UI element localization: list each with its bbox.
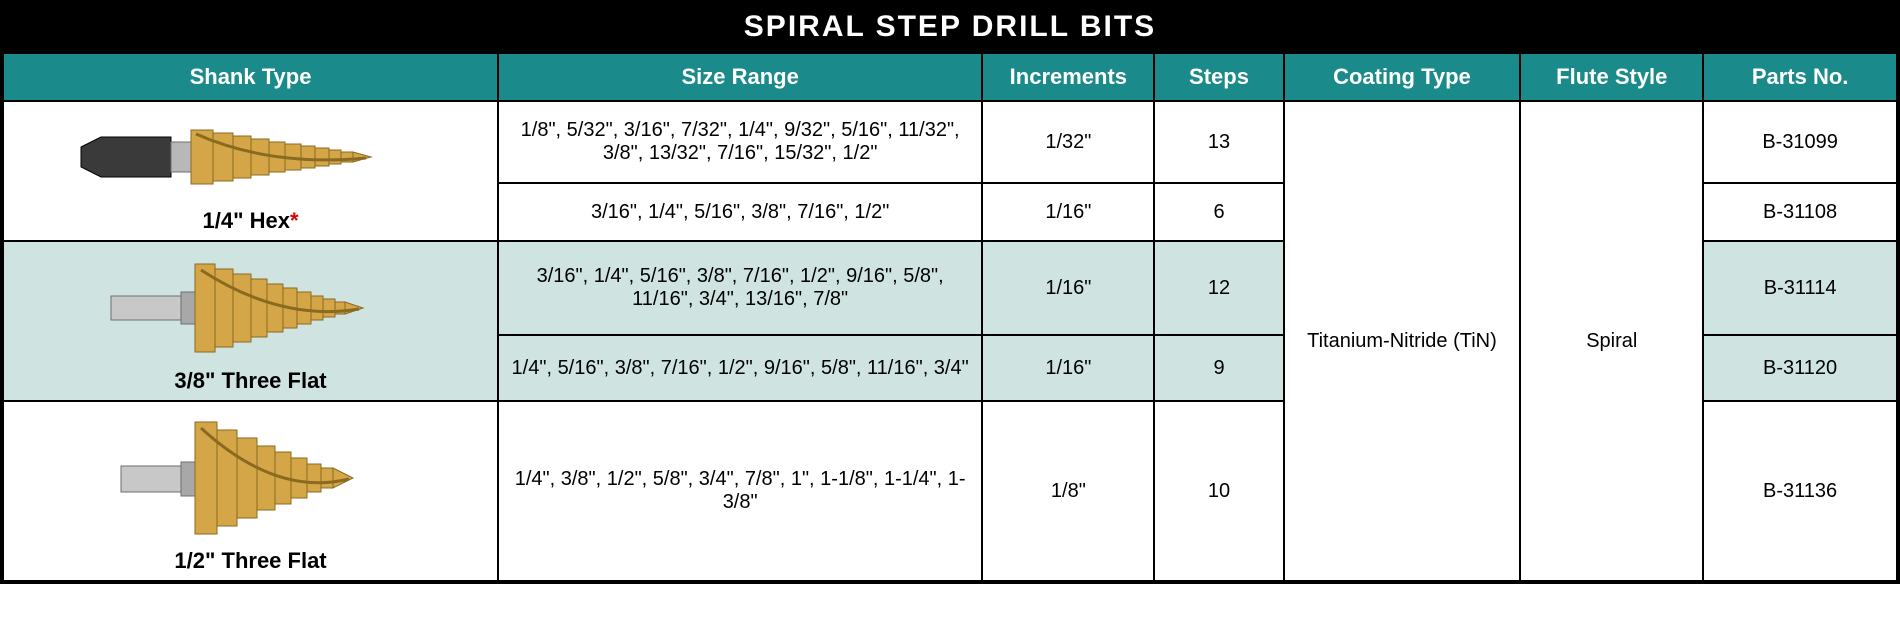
cell-size-range: 1/4", 5/16", 3/8", 7/16", 1/2", 9/16", 5… xyxy=(498,335,982,401)
header-row: Shank Type Size Range Increments Steps C… xyxy=(3,53,1897,101)
cell-part-no: B-31108 xyxy=(1703,183,1897,241)
spiral-step-drill-bits-table: SPIRAL STEP DRILL BITS Shank Type Size R… xyxy=(0,0,1900,584)
cell-part-no: B-31136 xyxy=(1703,401,1897,581)
cell-steps: 9 xyxy=(1154,335,1283,401)
col-shank-type: Shank Type xyxy=(3,53,498,101)
cell-size-range: 3/16", 1/4", 5/16", 3/8", 7/16", 1/2" xyxy=(498,183,982,241)
cell-part-no: B-31114 xyxy=(1703,241,1897,335)
drill-bit-icon xyxy=(111,412,391,542)
cell-increments: 1/16" xyxy=(982,335,1154,401)
col-flute: Flute Style xyxy=(1520,53,1703,101)
shank-cell-hex: 1/4" Hex* xyxy=(3,101,498,241)
shank-label-three-eighths: 3/8" Three Flat xyxy=(10,368,491,394)
cell-size-range: 1/8", 5/32", 3/16", 7/32", 1/4", 9/32", … xyxy=(498,101,982,183)
asterisk-icon: * xyxy=(290,208,299,233)
table-row: 1/4" Hex* 1/8", 5/32", 3/16", 7/32", 1/4… xyxy=(3,101,1897,183)
cell-steps: 12 xyxy=(1154,241,1283,335)
col-coating: Coating Type xyxy=(1284,53,1521,101)
shank-cell-half: 1/2" Three Flat xyxy=(3,401,498,581)
shank-label-text: 1/4" Hex xyxy=(202,208,289,233)
drill-bit-icon xyxy=(71,112,431,202)
col-size-range: Size Range xyxy=(498,53,982,101)
cell-increments: 1/32" xyxy=(982,101,1154,183)
shank-label-hex: 1/4" Hex* xyxy=(10,208,491,234)
cell-steps: 6 xyxy=(1154,183,1283,241)
cell-coating: Titanium-Nitride (TiN) xyxy=(1284,101,1521,581)
cell-increments: 1/8" xyxy=(982,401,1154,581)
cell-flute: Spiral xyxy=(1520,101,1703,581)
cell-increments: 1/16" xyxy=(982,183,1154,241)
cell-steps: 13 xyxy=(1154,101,1283,183)
shank-cell-three-eighths: 3/8" Three Flat xyxy=(3,241,498,401)
col-steps: Steps xyxy=(1154,53,1283,101)
cell-size-range: 1/4", 3/8", 1/2", 5/8", 3/4", 7/8", 1", … xyxy=(498,401,982,581)
table-title: SPIRAL STEP DRILL BITS xyxy=(2,2,1898,52)
drill-bit-icon xyxy=(101,252,401,362)
cell-part-no: B-31099 xyxy=(1703,101,1897,183)
cell-increments: 1/16" xyxy=(982,241,1154,335)
cell-size-range: 3/16", 1/4", 5/16", 3/8", 7/16", 1/2", 9… xyxy=(498,241,982,335)
cell-part-no: B-31120 xyxy=(1703,335,1897,401)
col-increments: Increments xyxy=(982,53,1154,101)
cell-steps: 10 xyxy=(1154,401,1283,581)
shank-label-half: 1/2" Three Flat xyxy=(10,548,491,574)
col-parts-no: Parts No. xyxy=(1703,53,1897,101)
data-table: Shank Type Size Range Increments Steps C… xyxy=(2,52,1898,582)
